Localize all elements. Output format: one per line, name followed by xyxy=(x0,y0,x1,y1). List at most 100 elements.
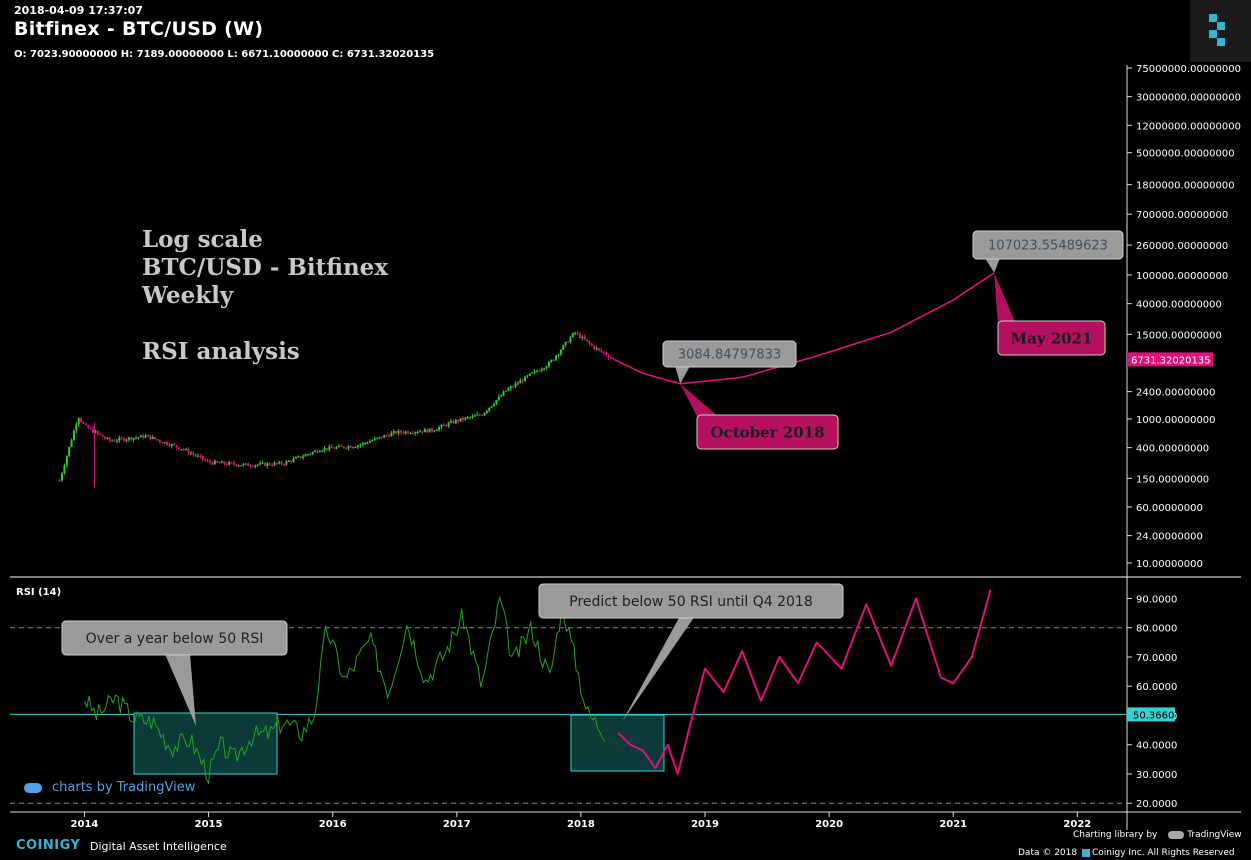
price-candle-body xyxy=(259,463,262,465)
price-candle-body xyxy=(502,391,505,396)
price-candle-body xyxy=(280,462,283,465)
price-tick-label: 260000.00000000 xyxy=(1136,241,1228,252)
price-candle-body xyxy=(220,461,223,464)
chart-title: Bitfinex - BTC/USD (W) xyxy=(14,18,264,40)
rsi-predict-callout-box xyxy=(538,583,844,619)
price-candle-body xyxy=(144,435,147,438)
low-label-pointer xyxy=(680,383,720,422)
price-candle-body xyxy=(316,450,319,453)
price-candle-body xyxy=(230,462,233,464)
price-candle-body xyxy=(113,440,116,442)
price-candle-body xyxy=(507,388,510,391)
time-tick-label: 2020 xyxy=(815,819,843,830)
ohlc-readout: O: 7023.90000000 H: 7189.00000000 L: 667… xyxy=(14,49,435,60)
time-tick-label: 2017 xyxy=(443,819,471,830)
price-candle-body xyxy=(287,461,290,463)
time-tick-label: 2015 xyxy=(195,819,223,830)
price-candle-body xyxy=(347,446,350,449)
high-value-callout-text: 107023.55489623 xyxy=(988,239,1108,254)
price-candle-body xyxy=(533,370,536,373)
rsi-past-callout-text: Over a year below 50 RSI xyxy=(86,631,264,647)
price-candle-body xyxy=(72,430,75,441)
price-candle-body xyxy=(290,461,293,463)
price-candle-body xyxy=(459,418,462,422)
price-candle-body xyxy=(161,441,164,444)
annotation-line-1: Log scale xyxy=(142,226,263,253)
price-candle-body xyxy=(321,450,324,452)
time-axis-ticks: 2014 2015 2016 2017 2018 2019 2020 2021 2022 xyxy=(71,812,1091,830)
price-tick-label: 30000000.00000000 xyxy=(1136,93,1241,104)
price-candle-body xyxy=(68,446,71,457)
price-candle-body xyxy=(423,429,426,433)
price-candle-body xyxy=(349,446,352,448)
time-tick-label: 2022 xyxy=(1063,819,1091,830)
price-candle-body xyxy=(297,456,300,458)
price-candle-body xyxy=(333,447,336,449)
price-candle-body xyxy=(177,447,180,450)
price-candle-body xyxy=(271,464,274,466)
price-tick-label: 15000.00000000 xyxy=(1136,330,1222,341)
price-tick-label: 24.00000000 xyxy=(1136,532,1203,543)
price-candle-body xyxy=(469,417,472,419)
coinigy-logo-icon[interactable] xyxy=(1190,0,1251,62)
price-candle-body xyxy=(209,460,212,463)
rsi-tick-label: 20.0000 xyxy=(1136,799,1177,810)
price-candle-body xyxy=(442,424,445,426)
price-candle-body xyxy=(311,451,314,454)
price-candle-body xyxy=(232,462,235,465)
price-candle-body xyxy=(359,444,362,446)
price-candle-body xyxy=(249,465,252,467)
price-candle-body xyxy=(433,430,436,432)
price-candle-body xyxy=(519,380,522,384)
price-candle-body xyxy=(500,395,503,397)
price-candle-body xyxy=(445,424,448,427)
price-candle-body xyxy=(531,372,534,374)
price-candle-body xyxy=(562,345,565,350)
price-candle-body xyxy=(526,375,529,377)
price-candle-body xyxy=(273,462,276,466)
price-candle-body xyxy=(478,414,481,416)
cloud-icon xyxy=(24,782,42,793)
price-candle-body xyxy=(92,428,95,433)
price-tick-label: 700000.00000000 xyxy=(1136,210,1228,221)
price-candle-body xyxy=(242,463,245,466)
rsi-projection-line xyxy=(617,589,992,775)
time-tick-label: 2021 xyxy=(939,819,967,830)
price-candle-body xyxy=(569,337,572,343)
price-candle-body xyxy=(416,432,419,434)
price-candle-body xyxy=(170,444,173,447)
price-candle-body xyxy=(75,424,78,431)
price-candle-body xyxy=(540,369,543,371)
price-candle-body xyxy=(180,449,183,451)
price-candle-body xyxy=(383,435,386,438)
price-candle-body xyxy=(211,462,214,465)
price-candle-body xyxy=(557,354,560,356)
tradingview-watermark[interactable]: charts by TradingView xyxy=(24,780,195,795)
price-candle-body xyxy=(325,448,328,450)
price-candle-body xyxy=(488,407,491,411)
price-candle-body xyxy=(447,422,450,427)
price-candle-body xyxy=(132,437,135,440)
rsi-past-callout-box xyxy=(61,620,288,656)
rsi-tick-label: 40.0000 xyxy=(1136,741,1177,752)
price-candle-body xyxy=(481,415,484,417)
price-candle-body xyxy=(201,456,204,460)
price-candle-body xyxy=(115,440,118,442)
price-candle-body xyxy=(192,453,195,455)
price-candle-body xyxy=(430,428,433,432)
price-candle-body xyxy=(204,459,207,461)
price-candle-body xyxy=(261,462,264,464)
price-candle-body xyxy=(89,428,92,430)
price-candle-body xyxy=(571,333,574,338)
price-candle-body xyxy=(462,418,465,420)
high-value-pointer xyxy=(985,258,1000,273)
price-candle-body xyxy=(282,464,285,466)
price-candle-body xyxy=(77,418,80,425)
price-candle-body xyxy=(82,421,85,424)
price-candle-body xyxy=(390,432,393,437)
price-candle-body xyxy=(419,431,422,433)
price-candle-body xyxy=(182,449,185,451)
price-tick-label: 60.00000000 xyxy=(1136,503,1203,514)
price-tick-label: 2400.00000000 xyxy=(1136,388,1216,399)
